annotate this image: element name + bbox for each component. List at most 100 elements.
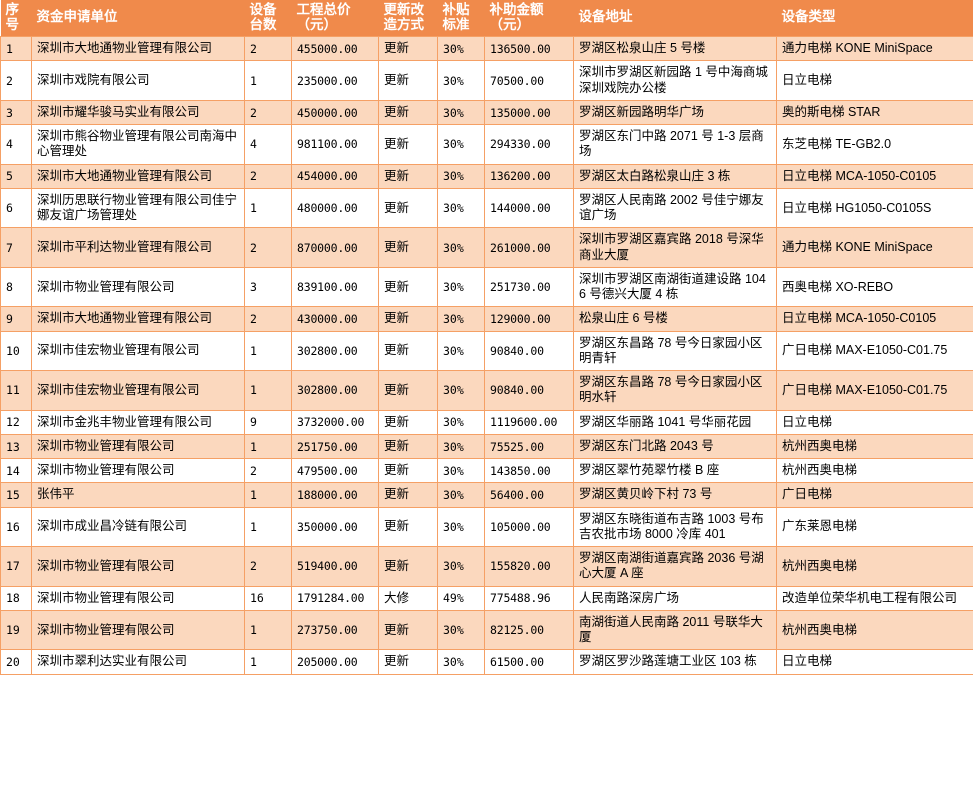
cell-unit: 深圳市物业管理有限公司 bbox=[31, 458, 245, 484]
cell-address: 罗湖区东门中路 2071 号 1-3 层商场 bbox=[573, 124, 777, 165]
table-row: 8 深圳市物业管理有限公司 3 839100.00 更新 30% 251730.00 深圳市罗… bbox=[0, 266, 973, 308]
cell-total: 3732000.00 bbox=[291, 409, 379, 435]
cell-subsidy: 56400.00 bbox=[484, 482, 574, 508]
cell-type: 广日电梯 MAX-E1050-C01.75 bbox=[776, 330, 973, 372]
cell-count: 16 bbox=[244, 585, 292, 611]
cell-address: 罗湖区翠竹苑翠竹楼 B 座 bbox=[573, 458, 777, 484]
cell-rate: 30% bbox=[437, 227, 485, 268]
cell-type: 改造单位荣华机电工程有限公司 bbox=[776, 585, 973, 611]
table-row: 7 深圳市平利达物业管理有限公司 2 870000.00 更新 30% 261000.00 深… bbox=[0, 227, 973, 268]
cell-total: 430000.00 bbox=[291, 306, 379, 332]
cell-mode: 更新 bbox=[378, 227, 438, 268]
table-row: 10 深圳市佳宏物业管理有限公司 1 302800.00 更新 30% 90840.00 罗湖… bbox=[0, 330, 973, 372]
table-row: 6 深圳历思联行物业管理有限公司佳宁娜友谊广场管理处 1 480000.00 更新 30%… bbox=[0, 187, 973, 229]
cell-subsidy: 775488.96 bbox=[484, 585, 574, 611]
cell-unit: 深圳市戏院有限公司 bbox=[31, 60, 245, 101]
cell-seq: 15 bbox=[0, 482, 32, 508]
cell-rate: 30% bbox=[437, 649, 485, 675]
cell-total: 1791284.00 bbox=[291, 585, 379, 611]
cell-subsidy: 75525.00 bbox=[484, 433, 574, 460]
cell-count: 2 bbox=[244, 458, 292, 484]
cell-mode: 更新 bbox=[378, 187, 438, 229]
cell-total: 350000.00 bbox=[291, 506, 379, 548]
column-header-mode: 更新改造方式 bbox=[378, 0, 438, 37]
cell-seq: 19 bbox=[0, 609, 32, 651]
cell-total: 205000.00 bbox=[291, 649, 379, 675]
cell-count: 3 bbox=[244, 266, 292, 308]
cell-type: 广日电梯 bbox=[776, 482, 973, 508]
cell-address: 罗湖区东昌路 78 号今日家园小区明青轩 bbox=[573, 330, 777, 372]
table-row: 5 深圳市大地通物业管理有限公司 2 454000.00 更新 30% 136200.00 罗… bbox=[0, 163, 973, 189]
cell-seq: 2 bbox=[0, 60, 32, 101]
header-row: 序号 资金申请单位 设备台数 工程总价（元） 更新改造方式 补贴标准 补助金额（… bbox=[0, 0, 973, 37]
cell-type: 广东莱恩电梯 bbox=[776, 506, 973, 548]
cell-subsidy: 61500.00 bbox=[484, 649, 574, 675]
cell-subsidy: 90840.00 bbox=[484, 370, 574, 411]
cell-total: 302800.00 bbox=[291, 330, 379, 372]
cell-total: 302800.00 bbox=[291, 370, 379, 411]
cell-type: 通力电梯 KONE MiniSpace bbox=[776, 227, 973, 268]
cell-address: 罗湖区黄贝岭下村 73 号 bbox=[573, 482, 777, 508]
cell-total: 981100.00 bbox=[291, 124, 379, 165]
cell-address: 罗湖区东晓街道布吉路 1003 号布吉农批市场 8000 冷库 401 bbox=[573, 506, 777, 548]
cell-unit: 深圳市佳宏物业管理有限公司 bbox=[31, 330, 245, 372]
cell-rate: 30% bbox=[437, 609, 485, 651]
cell-rate: 30% bbox=[437, 370, 485, 411]
cell-type: 日立电梯 bbox=[776, 409, 973, 435]
table-header: 序号 资金申请单位 设备台数 工程总价（元） 更新改造方式 补贴标准 补助金额（… bbox=[0, 0, 973, 37]
cell-type: 日立电梯 bbox=[776, 649, 973, 675]
cell-seq: 6 bbox=[0, 187, 32, 229]
cell-subsidy: 251730.00 bbox=[484, 266, 574, 308]
cell-address: 深圳市罗湖区新园路 1 号中海商城深圳戏院办公楼 bbox=[573, 60, 777, 101]
cell-address: 深圳市罗湖区嘉宾路 2018 号深华商业大厦 bbox=[573, 227, 777, 268]
cell-seq: 16 bbox=[0, 506, 32, 548]
cell-unit: 深圳市平利达物业管理有限公司 bbox=[31, 227, 245, 268]
cell-type: 东芝电梯 TE-GB2.0 bbox=[776, 124, 973, 165]
cell-address: 罗湖区华丽路 1041 号华丽花园 bbox=[573, 409, 777, 435]
cell-count: 2 bbox=[244, 306, 292, 332]
cell-type: 日立电梯 MCA-1050-C0105 bbox=[776, 163, 973, 189]
grant-application-table: 序号 资金申请单位 设备台数 工程总价（元） 更新改造方式 补贴标准 补助金额（… bbox=[0, 0, 973, 675]
table-row: 16 深圳市成业昌冷链有限公司 1 350000.00 更新 30% 105000.00 罗湖… bbox=[0, 506, 973, 548]
cell-type: 杭州西奥电梯 bbox=[776, 433, 973, 460]
column-header-rate: 补贴标准 bbox=[437, 0, 485, 37]
cell-total: 455000.00 bbox=[291, 36, 379, 62]
cell-unit: 张伟平 bbox=[31, 482, 245, 508]
cell-address: 南湖街道人民南路 2011 号联华大厦 bbox=[573, 609, 777, 651]
cell-seq: 4 bbox=[0, 124, 32, 165]
cell-rate: 30% bbox=[437, 99, 485, 126]
cell-total: 454000.00 bbox=[291, 163, 379, 189]
cell-rate: 30% bbox=[437, 546, 485, 587]
cell-mode: 更新 bbox=[378, 124, 438, 165]
table-row: 12 深圳市金兆丰物业管理有限公司 9 3732000.00 更新 30% 1119600.… bbox=[0, 409, 973, 435]
cell-rate: 30% bbox=[437, 506, 485, 548]
cell-mode: 更新 bbox=[378, 163, 438, 189]
cell-count: 2 bbox=[244, 163, 292, 189]
cell-seq: 8 bbox=[0, 266, 32, 308]
cell-subsidy: 1119600.00 bbox=[484, 409, 574, 435]
cell-subsidy: 105000.00 bbox=[484, 506, 574, 548]
cell-unit: 深圳历思联行物业管理有限公司佳宁娜友谊广场管理处 bbox=[31, 187, 245, 229]
cell-unit: 深圳市大地通物业管理有限公司 bbox=[31, 36, 245, 62]
cell-type: 日立电梯 MCA-1050-C0105 bbox=[776, 306, 973, 332]
cell-subsidy: 82125.00 bbox=[484, 609, 574, 651]
cell-count: 1 bbox=[244, 506, 292, 548]
cell-total: 235000.00 bbox=[291, 60, 379, 101]
cell-count: 2 bbox=[244, 546, 292, 587]
cell-total: 188000.00 bbox=[291, 482, 379, 508]
cell-unit: 深圳市熊谷物业管理有限公司南海中心管理处 bbox=[31, 124, 245, 165]
cell-subsidy: 261000.00 bbox=[484, 227, 574, 268]
cell-count: 9 bbox=[244, 409, 292, 435]
cell-seq: 3 bbox=[0, 99, 32, 126]
cell-subsidy: 136200.00 bbox=[484, 163, 574, 189]
cell-address: 罗湖区人民南路 2002 号佳宁娜友谊广场 bbox=[573, 187, 777, 229]
table-row: 2 深圳市戏院有限公司 1 235000.00 更新 30% 70500.00 深圳市罗湖区新… bbox=[0, 60, 973, 101]
cell-address: 罗湖区太白路松泉山庄 3 栋 bbox=[573, 163, 777, 189]
cell-seq: 10 bbox=[0, 330, 32, 372]
cell-mode: 更新 bbox=[378, 266, 438, 308]
cell-seq: 14 bbox=[0, 458, 32, 484]
table-row: 13 深圳市物业管理有限公司 1 251750.00 更新 30% 75525.00 罗湖区东… bbox=[0, 433, 973, 460]
cell-subsidy: 70500.00 bbox=[484, 60, 574, 101]
cell-subsidy: 144000.00 bbox=[484, 187, 574, 229]
cell-mode: 更新 bbox=[378, 433, 438, 460]
